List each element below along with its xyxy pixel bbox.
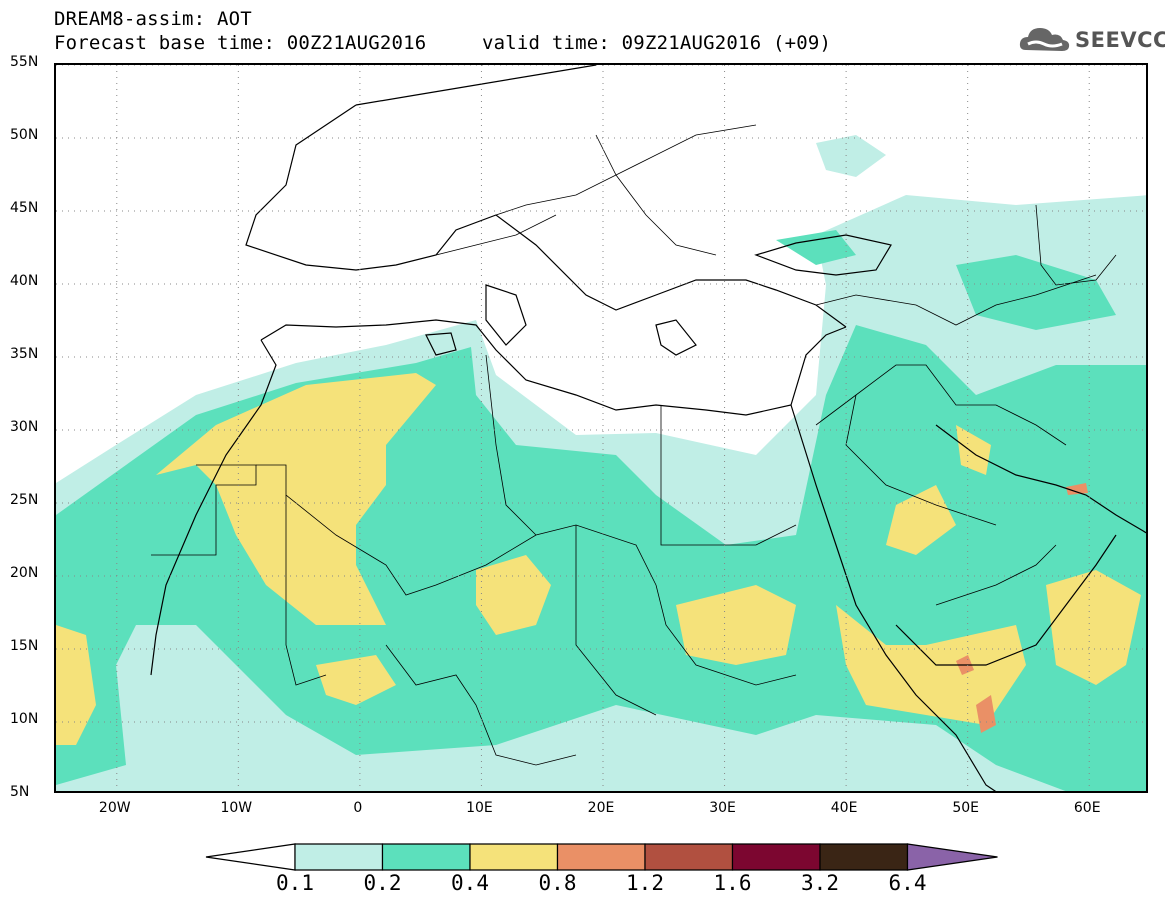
lon-tick-label: 20E: [587, 800, 615, 816]
colorbar-segment: [294, 843, 384, 871]
lon-tick-label: 10W: [220, 800, 253, 816]
lat-tick-label: 10N: [10, 711, 39, 727]
colorbar-segment: [644, 843, 734, 871]
colorbar-segment: [731, 843, 821, 871]
colorbar-label: 0.8: [538, 871, 577, 895]
seevccc-logo: SEEVCCC: [1018, 22, 1165, 58]
lat-tick-label: 40N: [10, 273, 39, 289]
lat-tick-label: 30N: [10, 419, 39, 435]
valid-time: valid time: 09Z21AUG2016 (+09): [482, 32, 832, 54]
lat-tick-label: 20N: [10, 565, 39, 581]
lon-tick-label: 50E: [952, 800, 979, 816]
colorbar-label: 3.2: [801, 871, 839, 895]
lon-tick-label: 10E: [466, 800, 493, 816]
lon-tick-label: 40E: [830, 800, 858, 816]
lat-tick-label: 15N: [10, 638, 39, 654]
aot-map: [56, 65, 1146, 791]
coastlines: [150, 65, 1146, 791]
colorbar-segment: [469, 843, 559, 871]
lat-tick-label: 55N: [10, 54, 39, 70]
lat-tick-label: 45N: [10, 200, 39, 216]
colorbar-label: 0.1: [276, 871, 314, 895]
colorbar-label: 1.6: [713, 871, 752, 895]
time-info: Forecast base time: 00Z21AUG2016 valid ti…: [54, 32, 831, 54]
base-time: Forecast base time: 00Z21AUG2016: [54, 32, 427, 54]
aot-field-04: [56, 373, 1141, 745]
country-borders: [151, 124, 1117, 766]
colorbar-label: 1.2: [626, 871, 664, 895]
lon-tick-label: 0: [353, 800, 363, 816]
lat-tick-label: 35N: [10, 346, 39, 362]
lat-tick-label: 25N: [10, 492, 39, 508]
map-title: DREAM8-assim: AOT: [54, 8, 252, 30]
colorbar-segment: [381, 843, 471, 871]
lat-tick-label: 5N: [10, 784, 30, 800]
lon-tick-label: 60E: [1073, 800, 1101, 816]
colorbar: [205, 843, 998, 871]
lon-tick-label: 20W: [98, 800, 131, 816]
lon-tick-label: 30E: [709, 800, 736, 816]
colorbar-over-triangle: [906, 843, 998, 871]
colorbar-label: 0.2: [363, 871, 402, 895]
colorbar-segment: [556, 843, 646, 871]
colorbar-label: 6.4: [888, 871, 927, 895]
cloud-icon: [1019, 28, 1070, 51]
gridlines: [56, 65, 1146, 791]
logo-text: SEEVCCC: [1075, 28, 1165, 52]
colorbar-segment: [819, 843, 909, 871]
lat-tick-label: 50N: [10, 127, 39, 143]
map-panel: [54, 63, 1148, 793]
colorbar-label: 0.4: [451, 871, 489, 895]
colorbar-under-triangle: [205, 843, 296, 871]
